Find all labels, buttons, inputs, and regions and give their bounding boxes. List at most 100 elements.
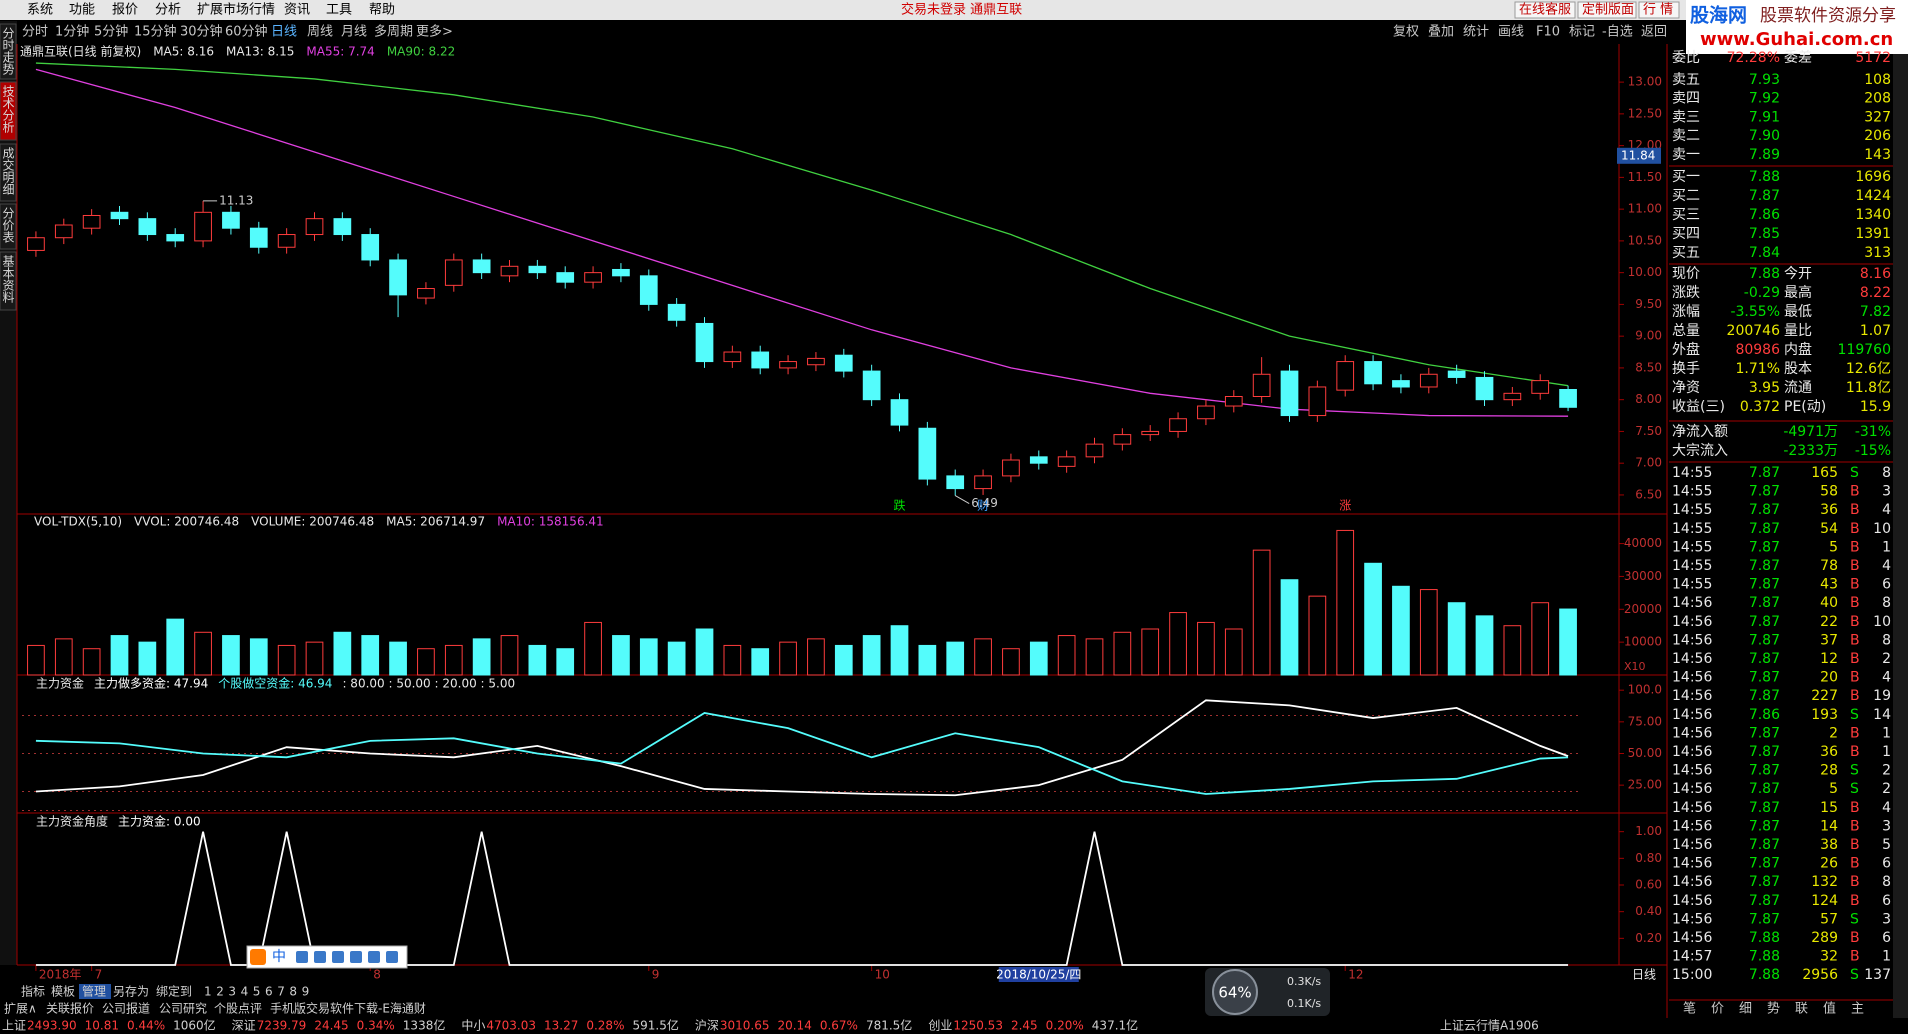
menu-button[interactable]: 行 情 <box>1643 3 1673 18</box>
period-button[interactable]: 1分钟 <box>55 24 89 40</box>
bottom-tab[interactable]: 7 <box>277 985 285 999</box>
quote-cell: 43 <box>1820 577 1838 593</box>
period-button[interactable]: 多周期 <box>374 24 413 40</box>
volume-bar <box>1336 529 1355 676</box>
menu-button-frame[interactable] <box>1514 1 1576 19</box>
side-tab-bg[interactable] <box>0 143 17 202</box>
ime-icon[interactable] <box>296 951 308 963</box>
tool-button[interactable]: 统计 <box>1463 25 1489 40</box>
quote-tab[interactable]: 价 <box>1711 1002 1724 1017</box>
tool-button[interactable]: 叠加 <box>1428 25 1454 40</box>
quote-cell: 涨幅 <box>1672 304 1700 320</box>
bottom-tab[interactable]: 8 <box>289 985 297 999</box>
quote-cell: 14:55 <box>1672 484 1712 500</box>
side-tab-bg[interactable] <box>0 251 17 311</box>
side-tab-bg[interactable] <box>0 81 17 141</box>
volume-bar <box>54 638 73 676</box>
candle-body <box>918 427 937 480</box>
bottom-tab[interactable]: 9 <box>302 985 310 999</box>
menu-button[interactable]: 定制版面 <box>1582 3 1634 18</box>
quote-cell: 卖四 <box>1672 91 1700 107</box>
menu-item[interactable]: 系统 <box>27 3 53 18</box>
side-tab[interactable]: 分时走势 <box>1 27 15 75</box>
quote-cell: 14:55 <box>1672 558 1712 574</box>
bottom-tab[interactable]: 1 <box>204 985 212 999</box>
period-button[interactable]: 5分钟 <box>94 24 128 40</box>
tool-button[interactable]: 返回 <box>1641 25 1667 40</box>
tool-button[interactable]: 标记 <box>1569 25 1595 40</box>
bottom-tab[interactable]: 扩展∧ <box>4 1002 37 1016</box>
status-item: 3010.65 <box>720 1019 770 1033</box>
tool-button[interactable]: 复权 <box>1393 24 1419 40</box>
menu-button-frame[interactable] <box>1638 1 1680 19</box>
ime-icon[interactable] <box>314 951 326 963</box>
side-tab[interactable]: 基本资料 <box>1 255 15 303</box>
bottom-tab[interactable]: 5 <box>253 985 261 999</box>
net-up: 0.3K/s <box>1287 975 1321 988</box>
bottom-tab[interactable]: 模板 <box>51 985 75 999</box>
menu-item[interactable]: 功能 <box>69 3 95 18</box>
net-down: 0.1K/s <box>1287 997 1321 1010</box>
quote-cell: 7.87 <box>1749 874 1780 890</box>
volume-bar <box>556 648 575 676</box>
period-button[interactable]: 日线 <box>271 25 297 40</box>
menu-item[interactable]: 资讯 <box>284 3 310 18</box>
quote-tab[interactable]: 主 <box>1851 1002 1864 1017</box>
quote-tab[interactable]: 细 <box>1739 1002 1752 1017</box>
period-button[interactable]: 30分钟 <box>180 24 223 40</box>
side-tab[interactable]: 技术分析 <box>1 85 15 134</box>
bottom-tab[interactable]: 6 <box>265 985 273 999</box>
bottom-tab[interactable]: 手机版交易软件下载-E海通财 <box>270 1001 426 1016</box>
tool-button[interactable]: 画线 <box>1498 25 1524 40</box>
event-marker: 财 <box>977 499 989 513</box>
quote-cell: 8 <box>1882 874 1891 890</box>
x-tick-label: 10 <box>875 968 890 982</box>
ime-icon[interactable] <box>386 951 398 963</box>
menu-item[interactable]: 报价 <box>112 3 138 18</box>
quote-cell: 净流入额 <box>1672 424 1728 440</box>
side-tab[interactable]: 成交明细 <box>1 147 15 195</box>
bottom-tab[interactable]: 公司报道 <box>102 1001 150 1016</box>
menu-item[interactable]: 分析 <box>155 3 181 18</box>
bottom-tab[interactable]: 关联报价 <box>46 1001 94 1016</box>
side-tab-bg[interactable] <box>0 203 17 250</box>
quote-cell: 10 <box>1873 614 1891 630</box>
bottom-tab[interactable]: 4 <box>241 985 249 999</box>
tool-button[interactable]: -自选 <box>1602 25 1633 40</box>
quote-tab[interactable]: 值 <box>1823 1001 1836 1017</box>
tool-button[interactable]: F10 <box>1536 25 1560 40</box>
period-button[interactable]: 15分钟 <box>134 24 177 40</box>
side-tab[interactable]: 分价表 <box>1 207 15 243</box>
quote-tab[interactable]: 笔 <box>1683 1001 1696 1017</box>
menu-item[interactable]: 扩展市场行情 <box>197 2 275 18</box>
menu-button-frame[interactable] <box>1577 1 1637 19</box>
menu-item[interactable]: 帮助 <box>369 3 395 18</box>
y-tick-label: 7.00 <box>1635 456 1662 470</box>
period-button[interactable]: 分时 <box>22 25 48 40</box>
ime-icon[interactable] <box>332 951 344 963</box>
quote-cell: 54 <box>1820 521 1838 537</box>
bottom-tab[interactable]: 绑定到 <box>156 984 192 999</box>
quote-tab[interactable]: 势 <box>1767 1001 1780 1017</box>
bottom-tab[interactable]: 公司研究 <box>159 1001 207 1016</box>
ime-icon[interactable] <box>368 951 380 963</box>
toolbar <box>0 21 1667 43</box>
menu-item[interactable]: 工具 <box>326 3 352 18</box>
bottom-tab[interactable]: 个股点评 <box>214 1002 262 1016</box>
quote-tab[interactable]: 联 <box>1795 1002 1808 1017</box>
quote-cell: B <box>1850 539 1860 555</box>
period-button[interactable]: 60分钟 <box>225 24 268 40</box>
menu-button[interactable]: 在线客服 <box>1519 2 1571 18</box>
bottom-tab[interactable]: 3 <box>228 985 236 999</box>
period-button[interactable]: 周线 <box>307 25 333 40</box>
bottom-tab[interactable]: 管理 <box>82 984 106 999</box>
bottom-tab[interactable]: 指标 <box>21 984 45 999</box>
tab-active[interactable] <box>79 984 111 999</box>
bottom-tab[interactable]: 2 <box>216 985 224 999</box>
period-button[interactable]: 月线 <box>341 25 367 40</box>
period-button[interactable]: 更多> <box>416 24 453 40</box>
bottom-tab[interactable]: 另存为 <box>113 985 149 999</box>
candle-body <box>27 237 45 251</box>
ime-icon[interactable] <box>350 951 362 963</box>
side-tab-bg[interactable] <box>0 23 17 80</box>
